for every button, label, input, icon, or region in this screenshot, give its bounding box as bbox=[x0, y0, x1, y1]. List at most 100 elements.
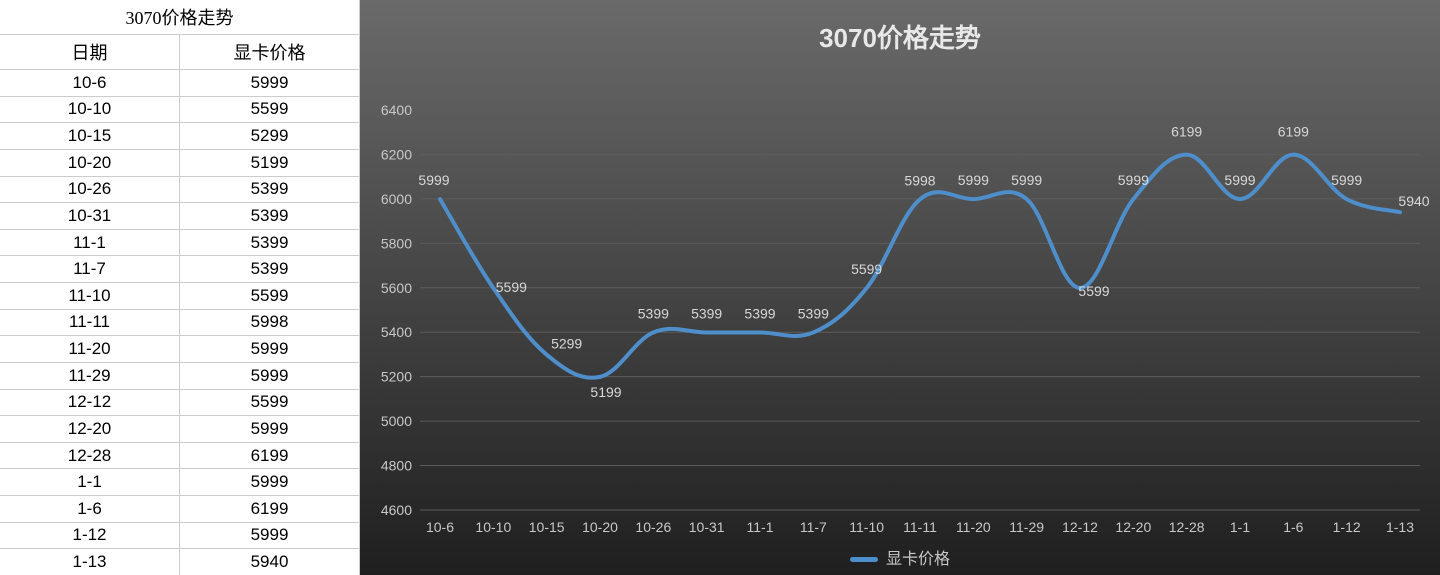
svg-text:5200: 5200 bbox=[381, 369, 412, 385]
svg-text:5599: 5599 bbox=[496, 279, 527, 295]
table-row: 10-205199 bbox=[0, 150, 359, 177]
cell-price: 6199 bbox=[180, 443, 359, 469]
cell-price: 5999 bbox=[180, 416, 359, 442]
svg-text:5999: 5999 bbox=[1331, 172, 1362, 188]
col-header-date: 日期 bbox=[0, 35, 180, 69]
svg-text:5199: 5199 bbox=[590, 384, 621, 400]
svg-text:10-26: 10-26 bbox=[635, 519, 671, 535]
svg-text:10-15: 10-15 bbox=[529, 519, 565, 535]
cell-price: 5999 bbox=[180, 336, 359, 362]
svg-text:5599: 5599 bbox=[851, 261, 882, 277]
svg-text:11-20: 11-20 bbox=[956, 519, 991, 535]
cell-price: 5599 bbox=[180, 283, 359, 309]
svg-text:1-6: 1-6 bbox=[1283, 519, 1303, 535]
cell-date: 12-12 bbox=[0, 390, 180, 416]
svg-text:4600: 4600 bbox=[381, 502, 412, 518]
svg-text:5000: 5000 bbox=[381, 413, 412, 429]
cell-date: 10-20 bbox=[0, 150, 180, 176]
table-title: 3070价格走势 bbox=[0, 0, 359, 35]
table-row: 1-125999 bbox=[0, 523, 359, 550]
cell-price: 5299 bbox=[180, 123, 359, 149]
cell-price: 5599 bbox=[180, 97, 359, 123]
cell-price: 5999 bbox=[180, 363, 359, 389]
table-header: 日期 显卡价格 bbox=[0, 35, 359, 70]
svg-text:5599: 5599 bbox=[1078, 283, 1109, 299]
svg-text:11-29: 11-29 bbox=[1009, 519, 1044, 535]
cell-price: 5199 bbox=[180, 150, 359, 176]
cell-price: 5940 bbox=[180, 549, 359, 575]
table-row: 1-135940 bbox=[0, 549, 359, 575]
svg-text:10-6: 10-6 bbox=[426, 519, 454, 535]
cell-date: 11-1 bbox=[0, 230, 180, 256]
table-row: 1-66199 bbox=[0, 496, 359, 523]
svg-text:5999: 5999 bbox=[1118, 172, 1149, 188]
cell-date: 1-12 bbox=[0, 523, 180, 549]
cell-price: 5998 bbox=[180, 310, 359, 336]
cell-price: 5399 bbox=[180, 177, 359, 203]
svg-text:11-7: 11-7 bbox=[800, 519, 827, 535]
table-row: 10-155299 bbox=[0, 123, 359, 150]
svg-text:11-11: 11-11 bbox=[903, 519, 937, 535]
cell-date: 10-26 bbox=[0, 177, 180, 203]
table-row: 10-105599 bbox=[0, 97, 359, 124]
table-row: 11-105599 bbox=[0, 283, 359, 310]
price-line-chart: 4600480050005200540056005800600062006400… bbox=[360, 0, 1440, 575]
svg-text:5399: 5399 bbox=[691, 305, 722, 321]
svg-text:5998: 5998 bbox=[904, 172, 935, 188]
svg-text:5600: 5600 bbox=[381, 280, 412, 296]
svg-text:5299: 5299 bbox=[551, 336, 582, 352]
svg-text:1-13: 1-13 bbox=[1386, 519, 1414, 535]
svg-text:12-28: 12-28 bbox=[1169, 519, 1205, 535]
svg-text:6000: 6000 bbox=[381, 191, 412, 207]
svg-text:6199: 6199 bbox=[1278, 124, 1309, 140]
table-row: 11-295999 bbox=[0, 363, 359, 390]
table-row: 10-65999 bbox=[0, 70, 359, 97]
cell-price: 5999 bbox=[180, 70, 359, 96]
legend-label: 显卡价格 bbox=[886, 551, 950, 568]
svg-text:5999: 5999 bbox=[1011, 172, 1042, 188]
table-row: 1-15999 bbox=[0, 469, 359, 496]
svg-text:10-10: 10-10 bbox=[475, 519, 511, 535]
svg-text:1-12: 1-12 bbox=[1333, 519, 1361, 535]
cell-price: 5399 bbox=[180, 203, 359, 229]
table-row: 10-265399 bbox=[0, 177, 359, 204]
chart-title: 3070价格走势 bbox=[360, 18, 1440, 55]
table-row: 12-125599 bbox=[0, 390, 359, 417]
cell-date: 1-13 bbox=[0, 549, 180, 575]
cell-date: 11-10 bbox=[0, 283, 180, 309]
svg-text:5399: 5399 bbox=[798, 305, 829, 321]
svg-text:12-12: 12-12 bbox=[1062, 519, 1098, 535]
cell-date: 10-31 bbox=[0, 203, 180, 229]
table-row: 10-315399 bbox=[0, 203, 359, 230]
cell-date: 12-28 bbox=[0, 443, 180, 469]
table-row: 11-205999 bbox=[0, 336, 359, 363]
data-table: 3070价格走势 日期 显卡价格 10-6599910-10559910-155… bbox=[0, 0, 360, 575]
cell-price: 5399 bbox=[180, 256, 359, 282]
table-row: 11-115998 bbox=[0, 310, 359, 337]
cell-date: 11-7 bbox=[0, 256, 180, 282]
svg-text:1-1: 1-1 bbox=[1230, 519, 1250, 535]
cell-date: 1-6 bbox=[0, 496, 180, 522]
svg-text:5399: 5399 bbox=[638, 305, 669, 321]
legend-swatch bbox=[850, 557, 878, 562]
table-row: 12-205999 bbox=[0, 416, 359, 443]
cell-date: 1-1 bbox=[0, 469, 180, 495]
cell-date: 10-6 bbox=[0, 70, 180, 96]
cell-date: 10-10 bbox=[0, 97, 180, 123]
chart-panel: 4600480050005200540056005800600062006400… bbox=[360, 0, 1440, 575]
cell-date: 12-20 bbox=[0, 416, 180, 442]
cell-date: 11-20 bbox=[0, 336, 180, 362]
table-row: 11-75399 bbox=[0, 256, 359, 283]
svg-text:5999: 5999 bbox=[958, 172, 989, 188]
svg-text:12-20: 12-20 bbox=[1115, 519, 1151, 535]
svg-text:6400: 6400 bbox=[381, 102, 412, 118]
svg-text:5999: 5999 bbox=[418, 172, 449, 188]
cell-price: 5599 bbox=[180, 390, 359, 416]
cell-price: 6199 bbox=[180, 496, 359, 522]
svg-text:10-31: 10-31 bbox=[689, 519, 725, 535]
svg-text:5399: 5399 bbox=[744, 305, 775, 321]
col-header-price: 显卡价格 bbox=[180, 35, 359, 69]
svg-text:4800: 4800 bbox=[381, 458, 412, 474]
svg-text:11-10: 11-10 bbox=[849, 519, 884, 535]
cell-price: 5999 bbox=[180, 469, 359, 495]
